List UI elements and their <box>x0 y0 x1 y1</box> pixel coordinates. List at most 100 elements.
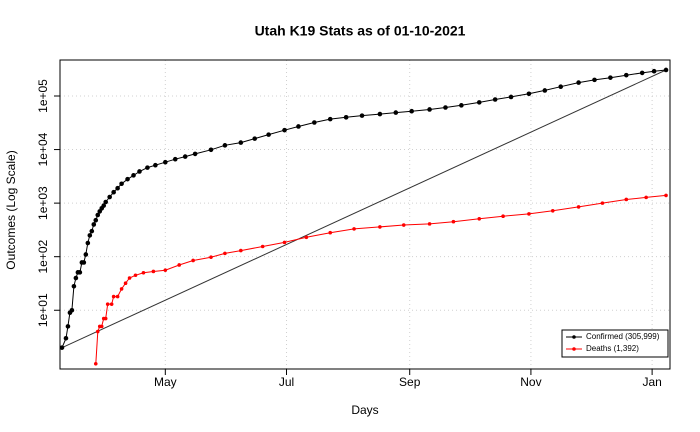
data-point <box>427 222 432 226</box>
data-point <box>378 225 382 229</box>
data-point <box>558 84 564 90</box>
data-point <box>115 185 120 191</box>
data-point <box>101 203 107 208</box>
data-point <box>592 77 597 83</box>
data-point <box>163 268 168 272</box>
data-point <box>91 222 97 227</box>
data-point <box>133 273 138 278</box>
data-point <box>476 100 482 105</box>
x-tick-label: Nov <box>520 375 541 389</box>
data-point <box>131 173 136 178</box>
data-point <box>69 307 75 313</box>
data-point <box>238 140 244 145</box>
data-point <box>137 169 142 174</box>
data-point <box>151 269 156 274</box>
y-tick-label: 1e+05 <box>36 79 50 113</box>
data-point <box>59 345 65 350</box>
data-point <box>172 156 178 162</box>
data-point <box>527 212 531 216</box>
data-point <box>252 136 258 141</box>
data-point <box>73 275 79 281</box>
data-point <box>644 195 648 200</box>
data-point <box>153 162 158 168</box>
data-point <box>401 223 406 227</box>
data-point <box>663 67 669 73</box>
data-point <box>103 199 109 205</box>
legend-marker <box>572 347 576 351</box>
data-point <box>63 335 69 341</box>
data-point <box>409 108 414 114</box>
data-point <box>93 362 98 366</box>
data-point <box>282 127 287 133</box>
data-point <box>296 124 301 129</box>
data-point <box>651 68 657 74</box>
data-point <box>443 105 448 110</box>
trend-line <box>61 69 667 349</box>
data-point <box>542 88 548 93</box>
data-point <box>222 143 228 148</box>
x-tick-label: Jan <box>642 375 661 389</box>
data-point <box>664 193 668 198</box>
data-point <box>87 233 93 238</box>
y-axis-label: Outcomes (Log Scale) <box>4 150 18 269</box>
data-point <box>427 107 432 112</box>
data-point <box>266 132 271 137</box>
data-point <box>111 294 116 299</box>
data-point <box>191 258 195 263</box>
data-point <box>83 252 89 257</box>
data-point <box>608 75 613 80</box>
legend-label: Deaths (1,392) <box>586 344 639 353</box>
data-point <box>141 271 146 275</box>
data-point <box>119 181 124 187</box>
data-point <box>328 230 333 235</box>
data-point <box>352 227 356 231</box>
data-point <box>123 281 128 285</box>
legend-marker <box>572 335 576 339</box>
legend-label: Confirmed (305,999) <box>586 332 660 341</box>
data-point <box>71 283 77 289</box>
data-point <box>477 216 482 221</box>
data-point <box>103 316 108 321</box>
data-point <box>93 217 99 223</box>
data-point <box>99 324 104 329</box>
data-point <box>312 120 317 125</box>
data-point <box>177 263 182 267</box>
data-point <box>304 235 309 240</box>
data-point <box>119 287 124 291</box>
data-point <box>576 80 581 85</box>
data-point <box>260 244 265 249</box>
data-point <box>95 212 101 218</box>
data-point <box>77 270 83 275</box>
data-point <box>209 255 213 259</box>
data-point <box>85 240 91 246</box>
data-point <box>639 70 645 76</box>
y-tick-label: 1e+02 <box>36 240 50 274</box>
data-point <box>624 197 629 202</box>
data-point <box>459 103 464 108</box>
chart-title: Utah K19 Stats as of 01-10-2021 <box>255 23 466 39</box>
data-point <box>282 240 287 245</box>
data-point <box>109 302 114 306</box>
y-tick-label: 1e+04 <box>36 132 50 166</box>
x-tick-label: Jul <box>279 375 294 389</box>
data-point <box>115 294 120 299</box>
data-point <box>125 176 130 182</box>
data-point <box>451 219 456 224</box>
plot-frame <box>59 59 671 370</box>
data-point <box>145 165 150 170</box>
data-point <box>192 151 198 157</box>
data-point <box>111 189 116 195</box>
data-point <box>623 72 629 78</box>
y-tick-label: 1e+03 <box>36 186 50 220</box>
data-point <box>127 276 132 280</box>
x-axis-label: Days <box>351 403 378 417</box>
x-tick-label: May <box>154 375 177 389</box>
legend-box <box>561 329 669 358</box>
data-point <box>208 147 214 153</box>
data-point <box>492 97 498 102</box>
data-point <box>359 113 365 118</box>
data-point <box>81 260 87 265</box>
data-point <box>182 154 188 159</box>
series-line <box>95 194 667 364</box>
